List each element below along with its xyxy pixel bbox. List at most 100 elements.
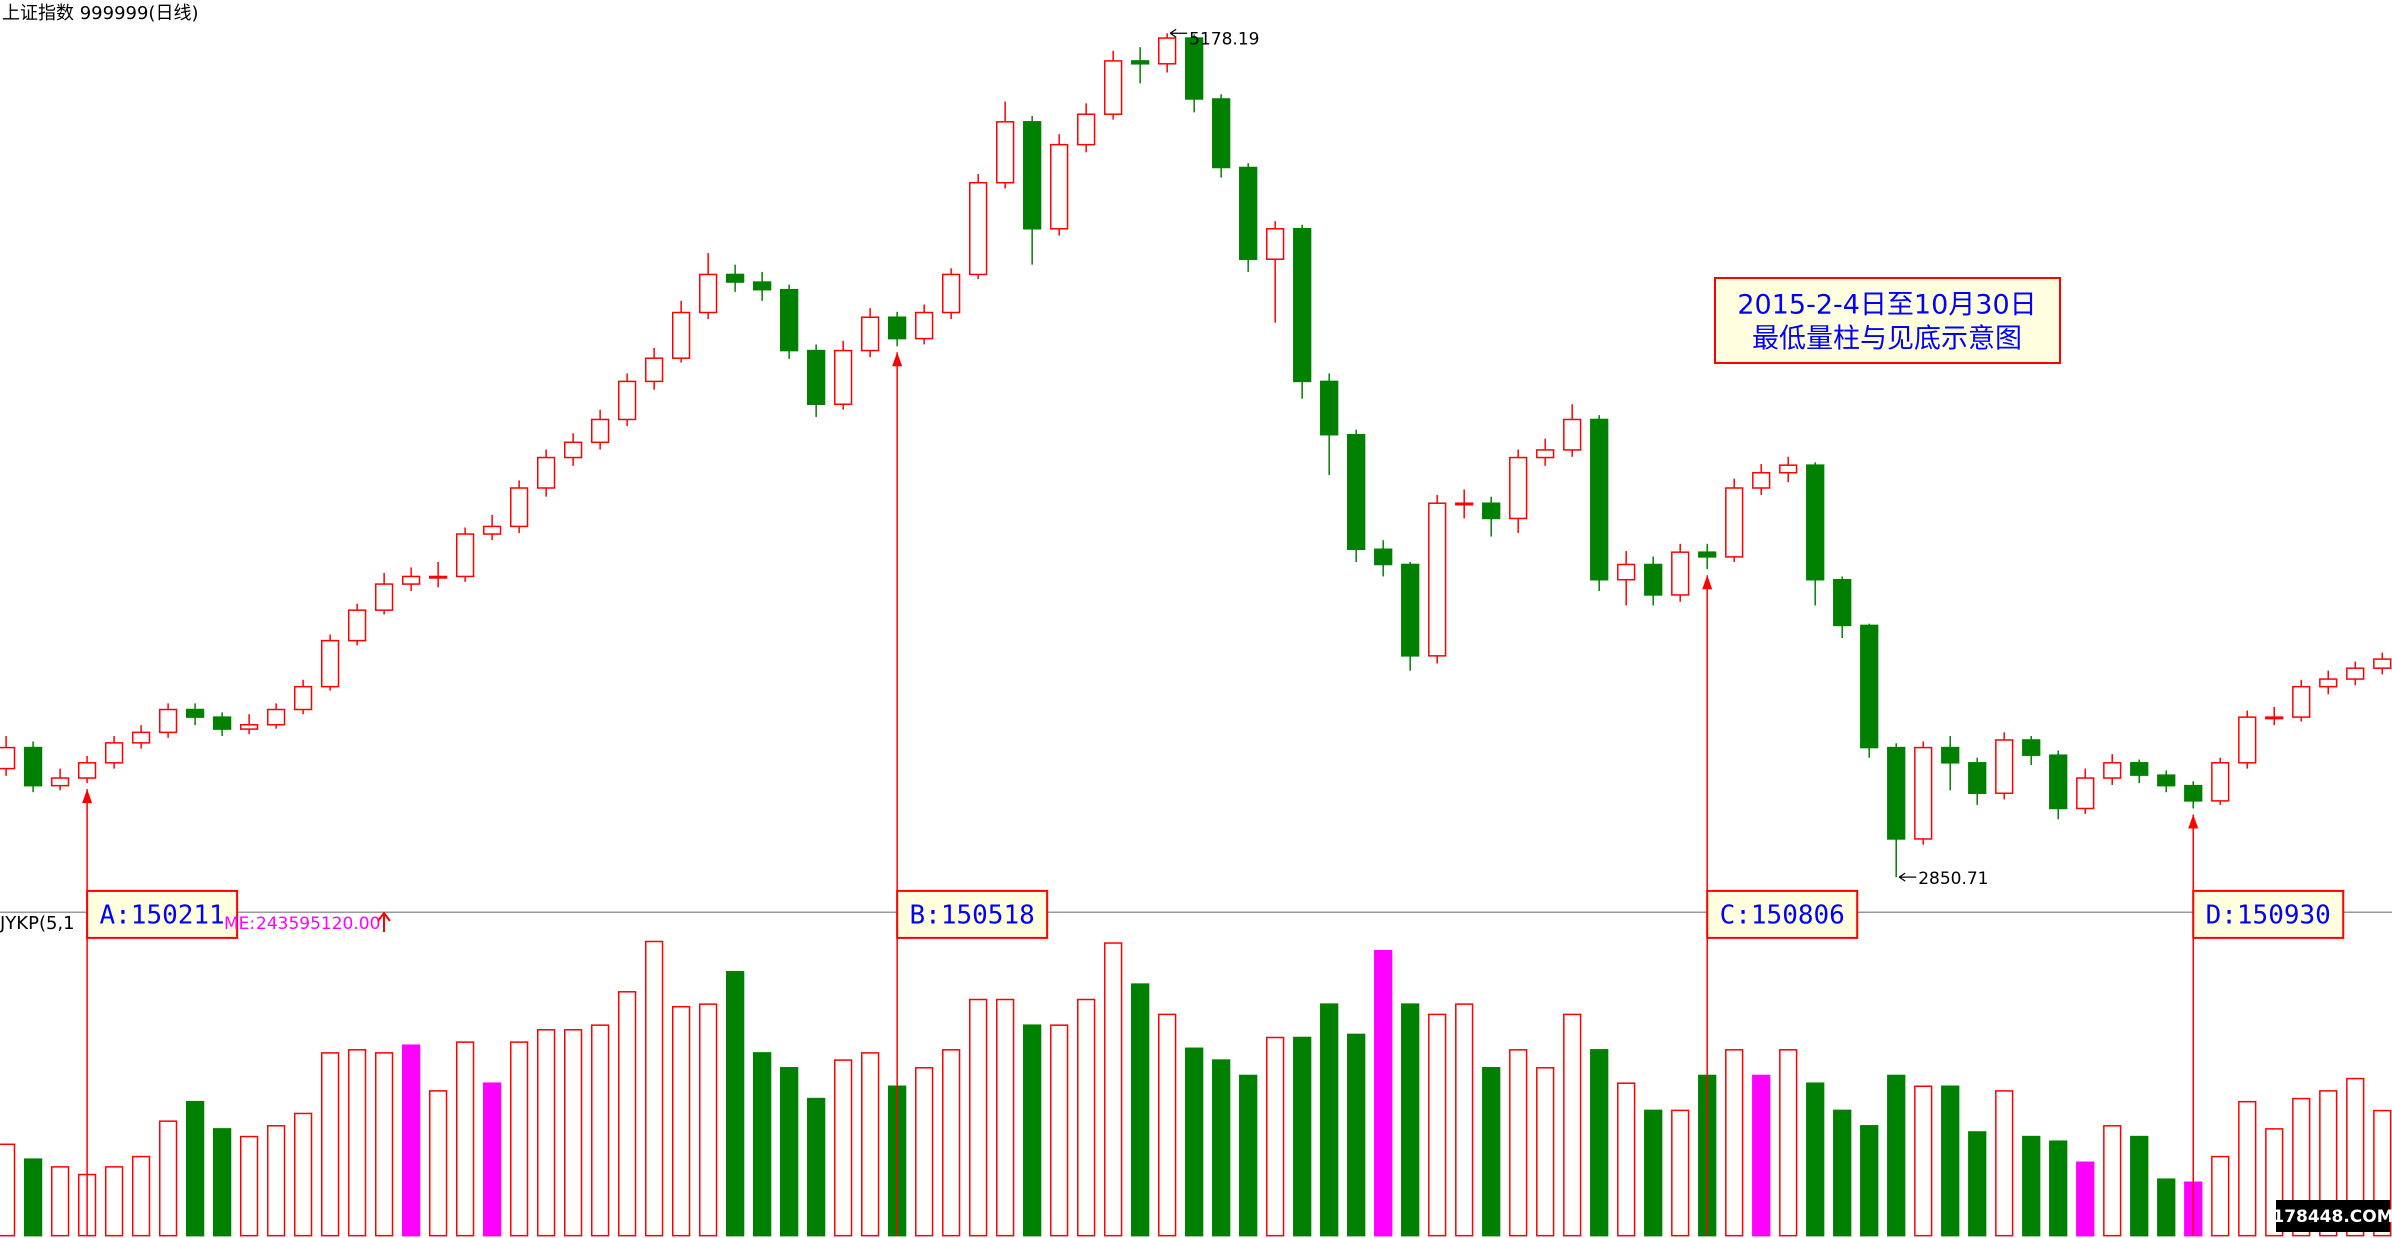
volume-bar (1968, 1131, 1987, 1237)
volume-bar (428, 1090, 448, 1237)
volume-bar (1590, 1049, 1609, 1237)
candle-body (212, 716, 232, 730)
annotation-box (86, 889, 239, 939)
candle-body (1779, 464, 1798, 474)
volume-bar (2130, 1135, 2149, 1237)
volume-bar (0, 1143, 16, 1237)
candle-body (753, 281, 772, 291)
readout-arrow (377, 911, 391, 932)
candle-body (1698, 551, 1717, 558)
candle-body (347, 609, 367, 642)
volume-bar (2049, 1140, 2068, 1237)
volume-bar (401, 1044, 421, 1237)
candle-body (1320, 380, 1339, 436)
price-label: 2850.71 (1918, 869, 1988, 889)
volume-bar (969, 998, 988, 1237)
volume-bar (915, 1067, 934, 1237)
volume-bar (536, 1029, 556, 1237)
annotation-arrowhead (892, 352, 903, 367)
volume-name: ME: (224, 914, 255, 934)
annotation-label: B:150518 (910, 900, 1035, 930)
candle-body (834, 349, 853, 405)
candle-body (726, 273, 745, 283)
volume-bar (2346, 1077, 2365, 1237)
candle-body (158, 708, 178, 734)
candle-body (1293, 228, 1312, 383)
candle-body (2103, 762, 2122, 779)
candle-body (1941, 746, 1960, 764)
candle-body (50, 777, 70, 787)
candle-body (428, 575, 448, 579)
candle-body (1833, 578, 1852, 627)
volume-bar (1401, 1003, 1420, 1237)
candle-body (1104, 60, 1123, 115)
volume-bar (1347, 1033, 1366, 1237)
candle-body (2076, 777, 2095, 810)
candle-body (2346, 667, 2365, 680)
volume-bar (2319, 1090, 2338, 1237)
volume-bar (1239, 1074, 1258, 1237)
volume-bar (1185, 1047, 1204, 1237)
candle-body (23, 746, 43, 787)
volume-bar (1482, 1067, 1501, 1237)
volume-bar (104, 1166, 124, 1237)
chart-title: 上证指数 999999(日线) (2, 3, 198, 24)
candle-body (1158, 37, 1177, 65)
volume-bar (185, 1100, 205, 1237)
volume-bar (1212, 1059, 1231, 1237)
candle-body (1590, 418, 1609, 581)
candle-body (185, 708, 205, 718)
candle-body (104, 742, 124, 764)
candle-body (1887, 746, 1906, 840)
volume-bar (1158, 1013, 1177, 1237)
annotation-label: D:150930 (2206, 900, 2331, 930)
label-arrow (1169, 28, 1188, 38)
candle-body (2238, 716, 2257, 764)
volume-bar (1266, 1036, 1285, 1237)
volume-bar (563, 1029, 583, 1237)
volume-bar (1563, 1013, 1582, 1237)
candle-body (1725, 487, 1744, 558)
annotation-label: C:150806 (1720, 900, 1845, 930)
volume-bar (780, 1067, 799, 1237)
volume-bar (239, 1135, 259, 1237)
volume-bar (644, 940, 664, 1237)
volume-bar (2238, 1100, 2257, 1237)
candle-body (0, 746, 16, 770)
volume-bar (320, 1052, 340, 1237)
volume-bar (23, 1158, 43, 1237)
candle-body (455, 533, 475, 578)
candle-body (1131, 60, 1150, 65)
candle-body (2319, 678, 2338, 688)
volume-bar (1806, 1082, 1825, 1237)
volume-bar (807, 1097, 826, 1237)
volume-bar (1833, 1109, 1852, 1237)
candle-body (1536, 449, 1555, 459)
volume-bar (1428, 1013, 1447, 1237)
volume-bar (1509, 1049, 1528, 1237)
volume-bar (861, 1052, 880, 1237)
candle-body (996, 121, 1015, 184)
candle-body (888, 316, 907, 340)
volume-bar (753, 1052, 772, 1237)
candle-body (780, 288, 799, 352)
watermark-box (2276, 1200, 2390, 1232)
candle-body (320, 639, 340, 688)
volume-bar (1941, 1085, 1960, 1237)
candle-body (2265, 716, 2284, 720)
candle-body (1077, 113, 1096, 146)
candle-body (2373, 658, 2392, 669)
volume-bar (1752, 1074, 1771, 1237)
volume-bar (1293, 1036, 1312, 1237)
candle-body (239, 723, 259, 730)
candle-body (374, 583, 394, 611)
candle-body (1482, 502, 1501, 520)
annotation-arrowhead (2188, 814, 2199, 829)
volume-bar (2211, 1155, 2230, 1237)
candle-body (590, 418, 610, 444)
volume-bar (1617, 1082, 1636, 1237)
candle-body (1023, 121, 1042, 230)
label-arrow (1898, 872, 1917, 882)
volume-bar (617, 991, 637, 1237)
watermark: 178448.COM (2272, 1207, 2392, 1227)
